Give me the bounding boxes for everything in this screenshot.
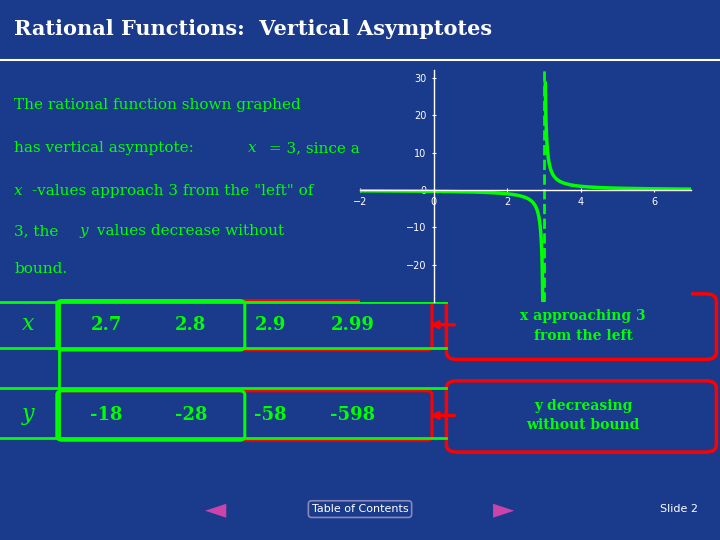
- Text: -28: -28: [174, 407, 207, 424]
- Text: Rational Functions:  Vertical Asymptotes: Rational Functions: Vertical Asymptotes: [14, 19, 492, 39]
- Text: 2.8: 2.8: [175, 316, 207, 334]
- Text: bound.: bound.: [14, 262, 68, 276]
- Text: The rational function shown graphed: The rational function shown graphed: [14, 98, 301, 112]
- Text: y: y: [79, 224, 88, 238]
- Text: -58: -58: [253, 407, 287, 424]
- Text: 3, the: 3, the: [14, 224, 63, 238]
- Text: -18: -18: [90, 407, 123, 424]
- Text: Table of Contents: Table of Contents: [312, 504, 408, 514]
- Text: x: x: [248, 141, 257, 155]
- Text: y: y: [22, 403, 35, 425]
- Text: y decreasing
without bound: y decreasing without bound: [526, 399, 640, 432]
- Text: -598: -598: [330, 407, 375, 424]
- Text: x: x: [14, 184, 23, 198]
- FancyBboxPatch shape: [446, 294, 716, 360]
- Text: = 3, since as: = 3, since as: [264, 141, 368, 155]
- Text: x: x: [22, 313, 34, 335]
- Text: 2.99: 2.99: [331, 316, 374, 334]
- Text: Slide 2: Slide 2: [660, 504, 698, 514]
- FancyBboxPatch shape: [446, 381, 716, 452]
- Text: ►: ►: [493, 495, 515, 523]
- Text: values decrease without: values decrease without: [92, 224, 284, 238]
- Text: ◄: ◄: [205, 495, 227, 523]
- Text: 2.9: 2.9: [254, 316, 286, 334]
- Text: has vertical asymptote:: has vertical asymptote:: [14, 141, 199, 155]
- Text: x approaching 3
from the left: x approaching 3 from the left: [521, 309, 646, 343]
- Text: -values approach 3 from the "left" of: -values approach 3 from the "left" of: [32, 184, 313, 198]
- Text: 2.7: 2.7: [91, 316, 122, 334]
